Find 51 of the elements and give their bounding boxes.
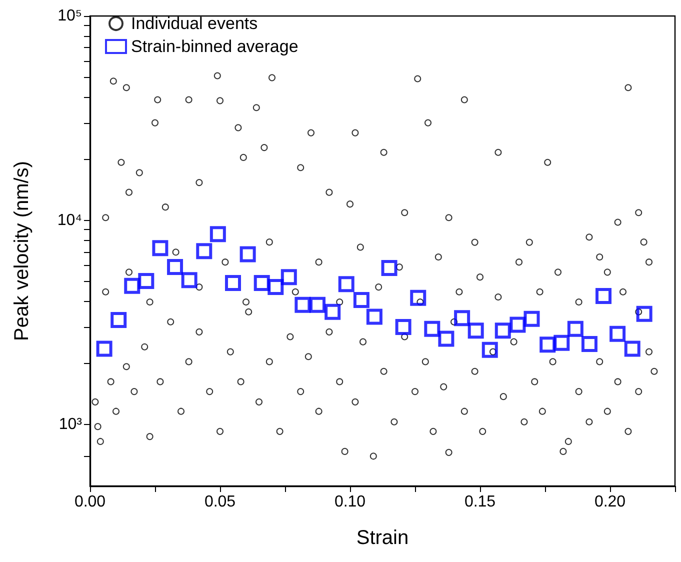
point xyxy=(596,288,612,304)
point xyxy=(310,296,326,313)
point xyxy=(353,292,370,308)
point xyxy=(167,259,184,276)
point xyxy=(482,342,498,358)
point xyxy=(96,340,112,357)
point xyxy=(254,274,270,291)
point xyxy=(410,290,426,306)
point xyxy=(240,246,256,262)
point xyxy=(268,279,284,296)
legend-label: Strain-binned average xyxy=(131,37,298,56)
point xyxy=(110,312,127,328)
point xyxy=(554,334,570,351)
point xyxy=(294,296,311,313)
point xyxy=(395,319,412,336)
point xyxy=(454,310,470,326)
point xyxy=(581,336,598,352)
x-tick-label: 0.05 xyxy=(204,494,236,510)
x-axis-title: Strain xyxy=(356,527,409,549)
point xyxy=(636,306,652,322)
point xyxy=(424,320,440,337)
x-tick-label: 0.20 xyxy=(594,494,626,510)
point xyxy=(324,304,341,320)
point xyxy=(338,276,354,292)
y-tick-label: 10⁴ xyxy=(57,212,82,229)
point xyxy=(381,260,398,276)
point xyxy=(181,272,198,288)
point xyxy=(280,269,297,286)
y-tick-label: 10³ xyxy=(58,416,83,434)
point xyxy=(124,278,140,294)
point xyxy=(610,326,626,342)
point xyxy=(438,330,454,347)
point xyxy=(540,336,556,353)
point xyxy=(196,243,212,260)
x-tick-label: 0.10 xyxy=(334,494,366,510)
point xyxy=(225,274,241,291)
point xyxy=(210,226,226,242)
point xyxy=(138,273,154,290)
y-axis-title: Peak velocity (nm/s) xyxy=(11,160,33,342)
point xyxy=(468,322,484,339)
point xyxy=(366,308,382,325)
point xyxy=(567,320,584,337)
x-tick-label: 0.00 xyxy=(74,494,106,510)
legend-label: Individual events xyxy=(131,14,258,33)
x-tick-label: 0.15 xyxy=(464,494,496,510)
point xyxy=(524,310,540,327)
y-tick-label: 10⁵ xyxy=(58,8,82,24)
point xyxy=(152,240,168,256)
point xyxy=(494,322,511,339)
point xyxy=(510,316,526,333)
point xyxy=(624,340,640,357)
